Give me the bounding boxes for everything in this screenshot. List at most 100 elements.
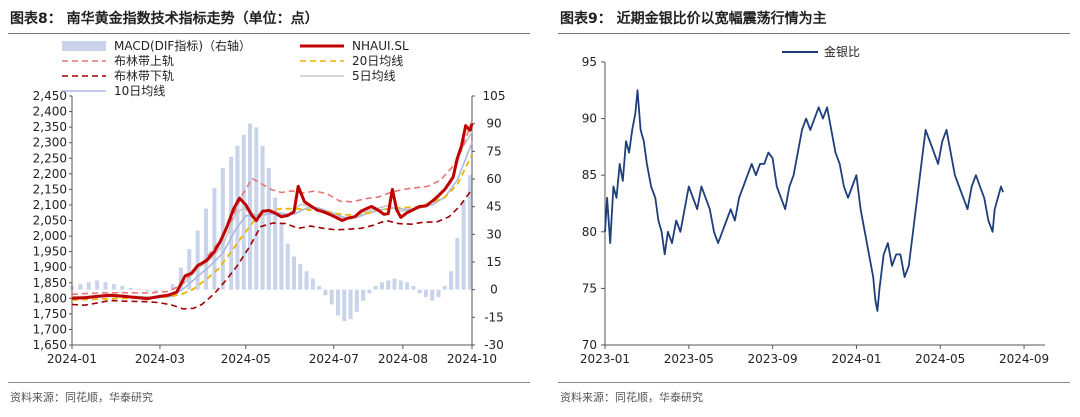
y2-tick-label: -15	[484, 310, 504, 324]
macd-bar	[335, 289, 340, 316]
macd-bar	[241, 134, 246, 290]
macd-bar	[285, 243, 290, 290]
left-chart-panel: 图表8： 南华黄金指数技术指标走势（单位：点） 1,650 1,700 1,750 1…	[8, 11, 530, 404]
right-source-note: 资料来源：同花顺，华泰研究	[560, 391, 703, 404]
legend-label-ma5: 5日均线	[352, 69, 396, 83]
macd-bar	[342, 289, 347, 322]
x-tick-label: 2024-01	[831, 352, 881, 366]
x-tick-label: 2024-10	[447, 352, 497, 366]
macd-bar	[254, 127, 259, 290]
y-tick-label: 2,400	[33, 105, 67, 119]
macd-bar	[317, 285, 322, 290]
macd-bar	[310, 278, 315, 290]
y2-tick-label: 75	[486, 144, 501, 158]
left-bottom-rule	[8, 382, 530, 383]
macd-bar	[304, 271, 309, 290]
y-tick-label: 1,950	[33, 245, 67, 259]
macd-bar	[348, 289, 353, 320]
y-tick-label: 1,650	[33, 338, 67, 352]
y-tick-label: 70	[582, 338, 597, 352]
macd-bar	[386, 280, 391, 290]
x-tick-label: 2023-05	[664, 352, 714, 366]
macd-bar	[162, 289, 167, 291]
macd-bar	[153, 289, 158, 292]
series-line-20日均线	[71, 154, 473, 301]
legend-label-macd: MACD(DIF指标)（右轴）	[114, 38, 251, 53]
x-tick-label: 2024-05	[221, 352, 271, 366]
legend-label-boll_down: 布林带下轨	[114, 69, 174, 83]
macd-bar	[449, 271, 454, 290]
macd-bar	[398, 280, 403, 290]
y-tick-label: 2,350	[33, 120, 67, 134]
legend-label-nhaui: NHAUI.SL	[352, 39, 409, 53]
legend-label-series: 金银比	[824, 44, 860, 59]
series-line-布林带上轨	[71, 120, 473, 296]
macd-bar	[111, 284, 116, 290]
macd-bar	[260, 145, 265, 290]
macd-bar	[195, 230, 200, 290]
macd-bar	[405, 282, 410, 290]
macd-bars	[70, 123, 472, 322]
macd-bar	[178, 267, 183, 290]
right-chart-title: 图表9： 近期金银比价以宽幅震荡行情为主	[560, 11, 827, 27]
macd-bar	[298, 263, 303, 290]
legend-label-ma10: 10日均线	[114, 84, 165, 98]
y-tick-label: 85	[582, 168, 597, 182]
macd-bar	[78, 284, 83, 290]
y2-tick-label: 0	[490, 283, 498, 297]
macd-bar	[86, 282, 91, 290]
x-tick-label: 2024-09	[999, 352, 1049, 366]
legend-label-boll_up: 布林带上轨	[114, 54, 174, 68]
y2-tick-label: 15	[486, 255, 501, 269]
macd-bar	[103, 282, 108, 290]
y-tick-label: 2,200	[33, 167, 67, 181]
macd-bar	[417, 289, 422, 294]
y-tick-label: 2,000	[33, 229, 67, 243]
macd-bar	[137, 288, 142, 290]
y-tick-label: 90	[582, 112, 597, 126]
y2-tick-label: 45	[486, 200, 501, 214]
macd-bar	[455, 238, 460, 290]
macd-bar	[266, 167, 271, 290]
macd-bar	[323, 289, 328, 296]
x-tick-label: 2024-03	[135, 352, 185, 366]
y-tick-label: 1,750	[33, 307, 67, 321]
macd-bar	[220, 167, 225, 290]
y-tick-label: 2,150	[33, 182, 67, 196]
y-tick-label: 1,900	[33, 260, 67, 274]
macd-bar	[170, 284, 175, 290]
macd-bar	[436, 289, 441, 298]
y-tick-label: 2,100	[33, 198, 67, 212]
y-tick-label: 1,800	[33, 291, 67, 305]
macd-bar	[467, 175, 472, 290]
macd-bar	[235, 145, 240, 290]
right-title-rule	[558, 33, 1070, 34]
x-tick-label: 2024-05	[915, 352, 965, 366]
macd-bar	[411, 285, 416, 290]
macd-bar	[442, 285, 447, 290]
x-tick-label: 2024-01	[47, 352, 97, 366]
macd-bar	[430, 289, 435, 301]
macd-bar	[273, 197, 278, 290]
y2-tick-label: 90	[486, 117, 501, 131]
x-tick-label: 2023-09	[748, 352, 798, 366]
left-title-rule	[8, 33, 530, 34]
y-tick-label: 75	[582, 281, 597, 295]
legend-label-ma20: 20日均线	[352, 54, 403, 68]
left-source-note: 资料来源：同花顺，华泰研究	[10, 391, 153, 404]
y-tick-label: 1,700	[33, 322, 67, 336]
macd-bar	[354, 289, 359, 312]
y-tick-label: 1,850	[33, 276, 67, 290]
series-line-布林带下轨	[71, 188, 473, 310]
y-tick-label: 2,250	[33, 151, 67, 165]
y2-tick-label: 60	[486, 172, 501, 186]
series-line-NHAUI.SL	[71, 123, 474, 301]
macd-bar	[145, 289, 150, 292]
y-tick-label: 2,450	[33, 89, 67, 103]
y2-tick-label: 30	[486, 227, 501, 241]
macd-bar	[120, 285, 125, 290]
y-tick-label: 95	[582, 55, 597, 69]
y-tick-label: 2,300	[33, 136, 67, 150]
